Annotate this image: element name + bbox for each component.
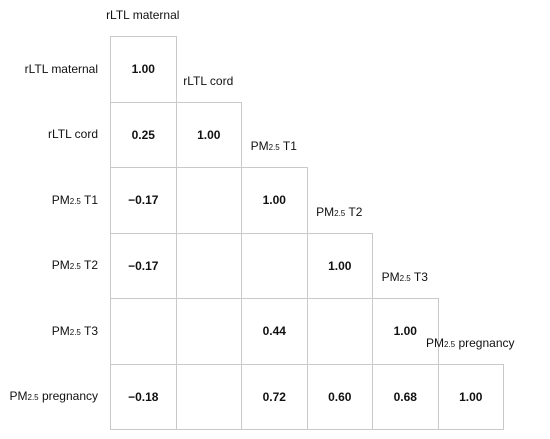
row-label-5: PM2.5 T3 <box>0 324 98 340</box>
cell-value: 0.60 <box>328 389 352 404</box>
matrix-cell-r6-c6: 1.00 <box>437 363 504 430</box>
matrix-cell-r4-c1: −0.17 <box>110 232 177 299</box>
column-label-5-base: PM <box>381 270 400 284</box>
matrix-cell-r6-c2 <box>175 363 242 430</box>
matrix-cell-r3-c1: −0.17 <box>110 167 177 234</box>
cell-value: 1.00 <box>197 127 221 142</box>
matrix-cell-r6-c3: 0.72 <box>241 363 308 430</box>
row-label-3-subscript: 2.5 <box>69 196 81 206</box>
row-label-2-base: rLTL cord <box>47 127 98 142</box>
row-label-5-base: PM <box>51 323 70 338</box>
row-label-5-subscript: 2.5 <box>69 327 81 337</box>
column-label-5-suffix: T3 <box>410 270 428 284</box>
column-label-3: PM2.5 T1 <box>221 139 327 155</box>
matrix-cell-r1-c1: 1.00 <box>110 36 177 103</box>
matrix-cell-r5-c3: 0.44 <box>241 298 308 365</box>
column-label-6-subscript: 2.5 <box>444 339 456 349</box>
matrix-cell-r5-c2 <box>175 298 242 365</box>
cell-value: 0.25 <box>131 127 155 142</box>
cell-value: 1.00 <box>459 389 483 404</box>
column-label-6-suffix: pregnancy <box>455 335 515 350</box>
matrix-cell-r3-c2 <box>175 167 242 234</box>
row-label-5-suffix: T3 <box>80 323 98 338</box>
cell-value: −0.18 <box>128 389 159 404</box>
row-label-1: rLTL maternal <box>0 62 98 76</box>
matrix-cell-r2-c1: 0.25 <box>110 101 177 168</box>
cell-value: 1.00 <box>262 193 286 208</box>
column-label-4-subscript: 2.5 <box>334 208 346 218</box>
row-label-6-base: PM <box>9 389 28 404</box>
row-label-4-suffix: T2 <box>80 258 98 273</box>
row-label-2: rLTL cord <box>0 127 98 141</box>
row-label-4-subscript: 2.5 <box>69 262 81 272</box>
column-label-6-base: PM <box>426 335 444 350</box>
row-label-6: PM2.5 pregnancy <box>0 389 99 405</box>
matrix-cell-r3-c3: 1.00 <box>241 167 308 234</box>
matrix-cell-r5-c5: 1.00 <box>372 298 439 365</box>
cell-value: 0.44 <box>262 324 286 339</box>
column-label-5: PM2.5 T3 <box>352 270 458 286</box>
column-label-4-suffix: T2 <box>345 204 363 219</box>
column-label-3-suffix: T1 <box>279 139 297 153</box>
cell-value: 1.00 <box>328 258 352 273</box>
column-label-3-subscript: 2.5 <box>268 143 280 152</box>
row-label-6-suffix: pregnancy <box>38 389 98 404</box>
cell-value: 1.00 <box>131 62 155 77</box>
row-label-1-base: rLTL maternal <box>24 61 98 76</box>
row-label-3-base: PM <box>51 192 70 207</box>
row-label-3-suffix: T1 <box>80 192 98 207</box>
column-label-1-base: rLTL maternal <box>106 8 180 22</box>
column-label-2: rLTL cord <box>156 74 262 88</box>
column-label-1: rLTL maternal <box>90 8 196 22</box>
matrix-cell-r4-c4: 1.00 <box>306 232 373 299</box>
row-label-6-subscript: 2.5 <box>27 393 39 403</box>
row-label-4: PM2.5 T2 <box>0 258 98 274</box>
column-label-4: PM2.5 T2 <box>287 205 393 221</box>
column-label-6: PM2.5 pregnancy <box>418 336 524 352</box>
row-label-3: PM2.5 T1 <box>0 193 98 209</box>
cell-value: 1.00 <box>393 324 417 339</box>
column-label-5-subscript: 2.5 <box>399 274 411 283</box>
cell-value: −0.17 <box>128 258 159 273</box>
column-label-2-base: rLTL cord <box>183 73 234 88</box>
matrix-cell-r6-c4: 0.60 <box>306 363 373 430</box>
column-label-4-base: PM <box>316 204 335 219</box>
matrix-cell-r5-c1 <box>110 298 177 365</box>
column-label-3-base: PM <box>250 139 269 153</box>
matrix-cell-r6-c1: −0.18 <box>110 363 177 430</box>
matrix-cell-r4-c3 <box>241 232 308 299</box>
matrix-cell-r6-c5: 0.68 <box>372 363 439 430</box>
matrix-cell-r5-c4 <box>306 298 373 365</box>
cell-value: 0.72 <box>262 389 286 404</box>
matrix-cell-r2-c2: 1.00 <box>175 101 242 168</box>
row-label-4-base: PM <box>51 258 70 273</box>
cell-value: −0.17 <box>128 193 159 208</box>
cell-value: 0.68 <box>393 389 417 404</box>
matrix-cell-r4-c2 <box>175 232 242 299</box>
